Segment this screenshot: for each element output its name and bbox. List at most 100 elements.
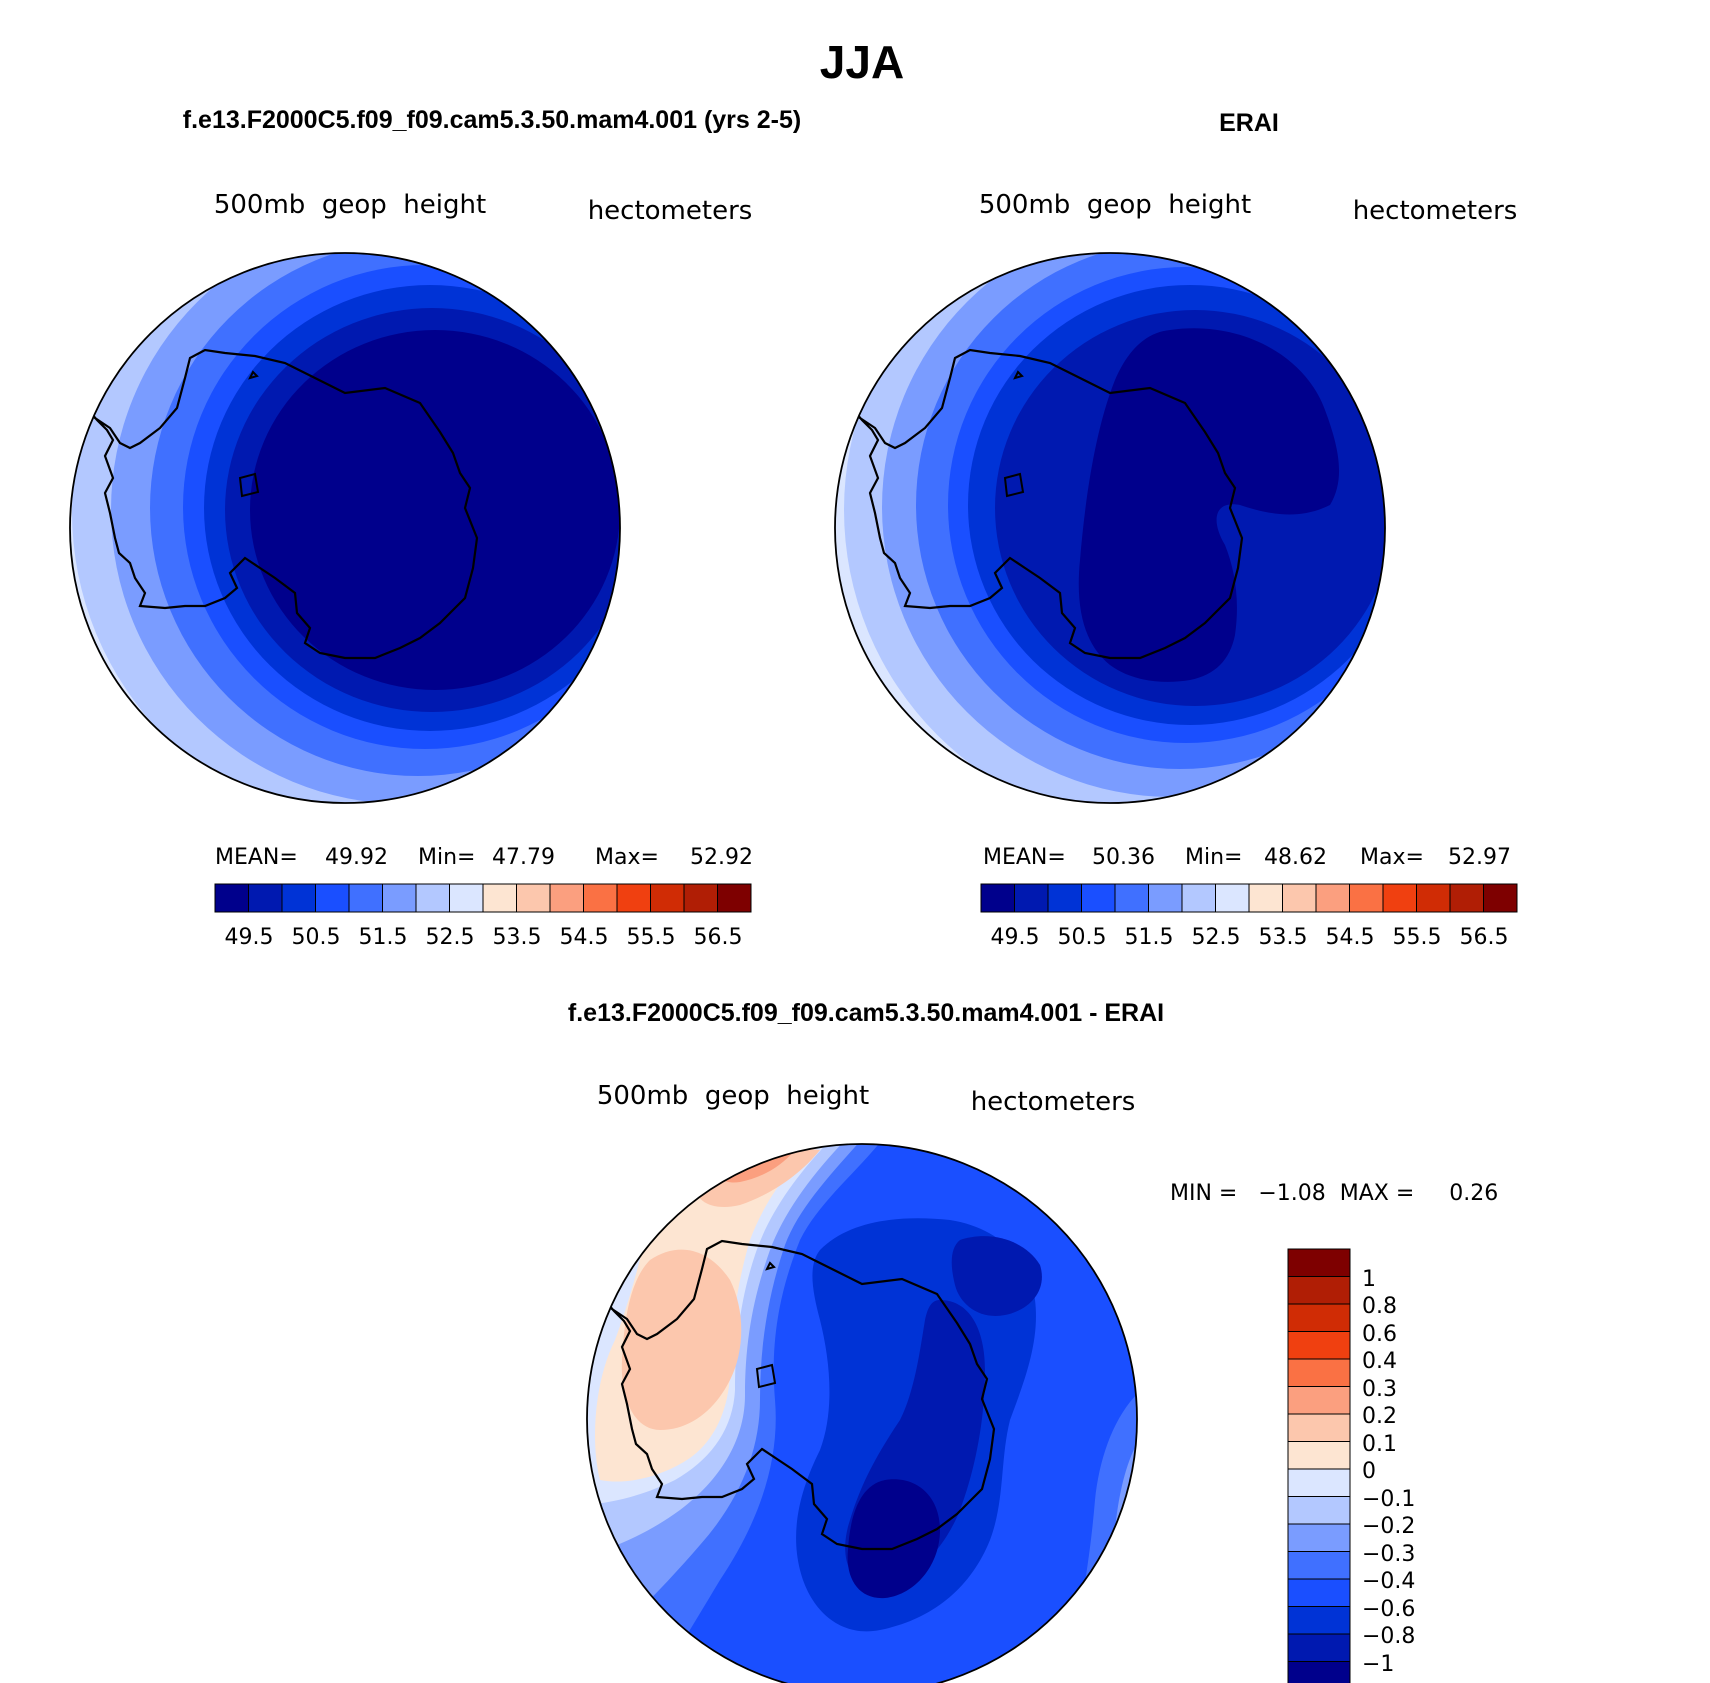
colorbar-swatch <box>1148 883 1183 913</box>
colorbar-swatch <box>717 883 752 913</box>
colorbar-tick: 53.5 <box>493 925 542 950</box>
panel-model-heading: f.e13.F2000C5.f09_f09.cam5.3.50.mam4.001… <box>183 106 801 134</box>
colorbar-swatch <box>348 883 383 913</box>
colorbar-swatch <box>1181 883 1216 913</box>
colorbar-swatch <box>1215 883 1250 913</box>
colorbar-swatch <box>1287 1551 1351 1580</box>
colorbar-swatch <box>980 883 1015 913</box>
panel-model-field-label: 500mb geop height <box>214 190 486 220</box>
colorbar-swatch <box>1047 883 1082 913</box>
panel-erai-map <box>835 253 1385 803</box>
colorbar-swatch <box>1287 1413 1351 1442</box>
panel-difference-units-label: hectometers <box>971 1087 1136 1117</box>
colorbar-swatch <box>1449 883 1484 913</box>
panel-difference-field-label: 500mb geop height <box>597 1081 869 1111</box>
colorbar-tick: −0.8 <box>1362 1624 1415 1649</box>
colorbar-tick: 53.5 <box>1259 925 1308 950</box>
colorbar-swatch <box>1114 883 1149 913</box>
colorbar-swatch <box>1287 1661 1351 1683</box>
colorbar-swatch <box>1287 1386 1351 1415</box>
colorbar-swatch <box>1287 1496 1351 1525</box>
colorbar-tick: 51.5 <box>1125 925 1174 950</box>
colorbar-swatch <box>1287 1303 1351 1332</box>
panel-erai-units-label: hectometers <box>1353 196 1518 226</box>
figure-title: JJA <box>820 36 904 88</box>
colorbar-swatch <box>683 883 718 913</box>
panel-model-max-label: Max= <box>595 845 659 870</box>
colorbar-swatch <box>1014 883 1049 913</box>
panel-difference-minmax: MIN = −1.08 MAX = 0.26 <box>1170 1181 1498 1206</box>
colorbar-tick: −0.1 <box>1362 1487 1415 1512</box>
panel-model-colorbar <box>214 883 752 913</box>
colorbar-swatch <box>1282 883 1317 913</box>
colorbar-swatch <box>1483 883 1518 913</box>
colorbar-swatch <box>1287 1331 1351 1360</box>
panel-model-min-label: Min= <box>418 845 475 870</box>
panel-erai-max-label: Max= <box>1360 845 1424 870</box>
colorbar-swatch <box>315 883 350 913</box>
colorbar-swatch <box>415 883 450 913</box>
panel-difference: f.e13.F2000C5.f09_f09.cam5.3.50.mam4.001… <box>568 999 1498 1683</box>
colorbar-tick: 49.5 <box>991 925 1040 950</box>
panel-erai-min-value: 48.62 <box>1264 845 1327 870</box>
colorbar-swatch <box>1287 1468 1351 1497</box>
colorbar-tick: 0.1 <box>1362 1432 1397 1457</box>
colorbar-tick: 0.4 <box>1362 1349 1397 1374</box>
colorbar-swatch <box>583 883 618 913</box>
colorbar-swatch <box>1382 883 1417 913</box>
colorbar-tick: −0.2 <box>1362 1514 1415 1539</box>
colorbar-tick: 0.8 <box>1362 1294 1397 1319</box>
colorbar-swatch <box>1315 883 1350 913</box>
panel-model-max-value: 52.92 <box>690 845 753 870</box>
colorbar-tick: 50.5 <box>292 925 341 950</box>
panel-erai-colorbar-ticks: 49.5 50.5 51.5 52.5 53.5 54.5 55.5 56.5 <box>991 925 1509 950</box>
panel-model-mean-value: 49.92 <box>325 845 388 870</box>
panel-model-map <box>70 253 620 803</box>
colorbar-swatch <box>1248 883 1283 913</box>
colorbar-tick: 50.5 <box>1058 925 1107 950</box>
colorbar-tick: 0.2 <box>1362 1404 1397 1429</box>
colorbar-tick: −0.6 <box>1362 1597 1415 1622</box>
colorbar-swatch <box>516 883 551 913</box>
panel-erai-max-value: 52.97 <box>1448 845 1511 870</box>
panel-difference-colorbar <box>1287 1248 1351 1683</box>
colorbar-swatch <box>1287 1633 1351 1662</box>
colorbar-swatch <box>549 883 584 913</box>
panel-model-mean-label: MEAN= <box>215 845 298 870</box>
colorbar-tick: 55.5 <box>1393 925 1442 950</box>
colorbar-swatch <box>650 883 685 913</box>
colorbar-tick: 56.5 <box>1460 925 1509 950</box>
colorbar-tick: −0.4 <box>1362 1569 1415 1594</box>
colorbar-tick: 1 <box>1362 1267 1376 1292</box>
colorbar-swatch <box>616 883 651 913</box>
panel-difference-heading: f.e13.F2000C5.f09_f09.cam5.3.50.mam4.001… <box>568 999 1164 1027</box>
colorbar-swatch <box>248 883 283 913</box>
panel-erai-heading: ERAI <box>1219 109 1279 137</box>
panel-model-units-label: hectometers <box>588 196 753 226</box>
colorbar-swatch <box>1287 1606 1351 1635</box>
colorbar-swatch <box>1287 1248 1351 1277</box>
panel-erai: ERAI 500mb geop height hectometers MEAN=… <box>834 109 1518 950</box>
colorbar-tick: 54.5 <box>1326 925 1375 950</box>
panel-model-min-value: 47.79 <box>492 845 555 870</box>
colorbar-tick: −0.3 <box>1362 1542 1415 1567</box>
colorbar-swatch <box>1287 1358 1351 1387</box>
panel-erai-field-label: 500mb geop height <box>979 190 1251 220</box>
colorbar-swatch <box>1287 1276 1351 1305</box>
colorbar-swatch <box>1349 883 1384 913</box>
colorbar-tick: 54.5 <box>560 925 609 950</box>
colorbar-tick: 0 <box>1362 1459 1376 1484</box>
colorbar-tick: 0.6 <box>1362 1322 1397 1347</box>
colorbar-swatch <box>449 883 484 913</box>
panel-model-colorbar-ticks: 49.5 50.5 51.5 52.5 53.5 54.5 55.5 56.5 <box>225 925 743 950</box>
panel-model: f.e13.F2000C5.f09_f09.cam5.3.50.mam4.001… <box>69 106 801 950</box>
panel-erai-mean-value: 50.36 <box>1092 845 1155 870</box>
colorbar-tick: 55.5 <box>627 925 676 950</box>
colorbar-swatch <box>382 883 417 913</box>
colorbar-tick: 51.5 <box>359 925 408 950</box>
panel-erai-min-label: Min= <box>1185 845 1242 870</box>
colorbar-tick: 0.3 <box>1362 1377 1397 1402</box>
colorbar-swatch <box>214 883 249 913</box>
colorbar-tick: 56.5 <box>694 925 743 950</box>
colorbar-tick: 52.5 <box>1192 925 1241 950</box>
